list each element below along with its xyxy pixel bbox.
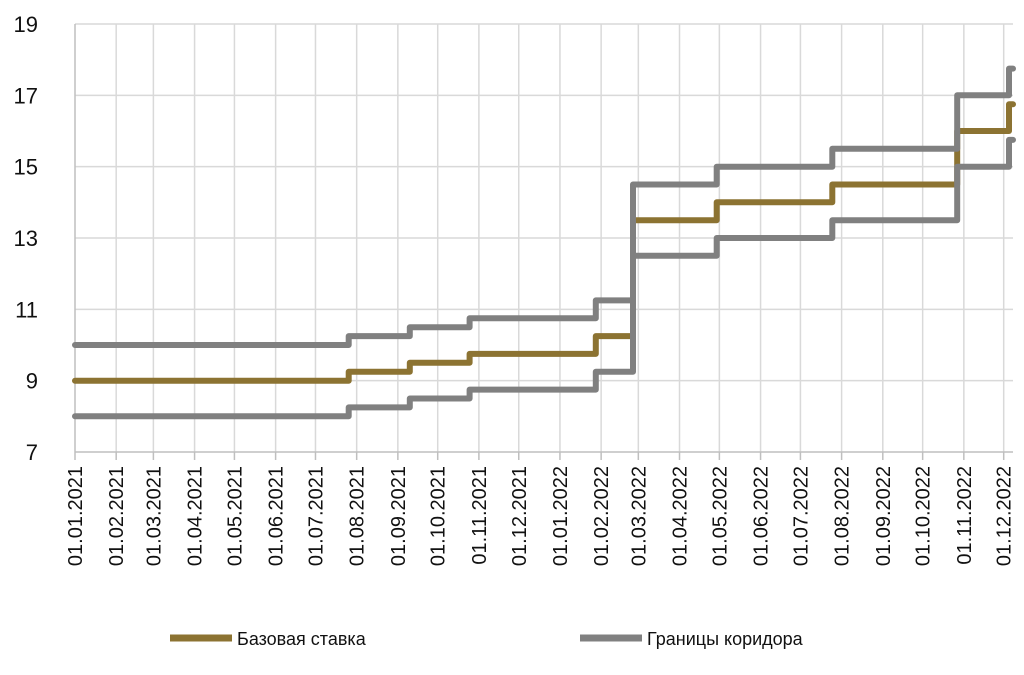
x-tick-label: 01.06.2022 xyxy=(751,466,773,566)
x-tick-label: 01.04.2021 xyxy=(185,466,207,566)
x-tick-label: 01.06.2021 xyxy=(266,466,288,566)
series-line-corridor-upper xyxy=(72,65,1016,348)
x-tick-label: 01.01.2021 xyxy=(65,466,87,566)
legend-label-base-rate: Базовая ставка xyxy=(237,629,367,649)
y-tick-label: 13 xyxy=(14,226,38,251)
x-tick-label: 01.03.2022 xyxy=(628,466,650,566)
x-tick-label: 01.10.2021 xyxy=(428,466,450,566)
x-tick-label: 01.05.2022 xyxy=(709,466,731,566)
x-tick-label: 01.02.2022 xyxy=(591,466,613,566)
grid-layer xyxy=(75,23,1013,452)
x-tick-label: 01.08.2022 xyxy=(832,466,854,566)
x-tick-label: 01.12.2021 xyxy=(509,466,531,566)
y-tick-label: 15 xyxy=(14,155,38,180)
x-tick-label: 01.04.2022 xyxy=(670,466,692,566)
y-tick-label: 19 xyxy=(14,12,38,37)
x-tick-label: 01.09.2022 xyxy=(873,466,895,566)
series-line-corridor-lower xyxy=(72,136,1016,420)
x-tick-label: 01.10.2022 xyxy=(913,466,935,566)
x-tick-label: 01.01.2022 xyxy=(550,466,572,566)
series-line-base-rate xyxy=(72,101,1016,384)
x-tick-label: 01.05.2021 xyxy=(224,466,246,566)
y-tick-label: 7 xyxy=(26,440,38,465)
x-tick-label: 01.12.2022 xyxy=(994,466,1016,566)
y-tick-label: 9 xyxy=(26,369,38,394)
legend: Базовая ставка Границы коридора xyxy=(170,629,804,649)
x-tick-label: 01.09.2021 xyxy=(388,466,410,566)
axis-layer: 7 9 11 13 15 17 19 01.01.2021 01.02.2021 01.03.20… xyxy=(14,12,1016,566)
series-layer xyxy=(72,65,1016,420)
x-tick-label: 01.02.2021 xyxy=(106,466,128,566)
y-tick-label: 17 xyxy=(14,83,38,108)
y-tick-label: 11 xyxy=(15,297,38,322)
x-tick-label: 01.07.2021 xyxy=(305,466,327,566)
legend-label-corridor: Границы коридора xyxy=(647,629,804,649)
x-tick-label: 01.07.2022 xyxy=(790,466,812,566)
x-tick-label: 01.08.2021 xyxy=(347,466,369,566)
x-tick-label: 01.03.2021 xyxy=(143,466,165,566)
x-tick-label: 01.11.2021 xyxy=(469,466,491,565)
x-tick-label: 01.11.2022 xyxy=(954,466,976,565)
